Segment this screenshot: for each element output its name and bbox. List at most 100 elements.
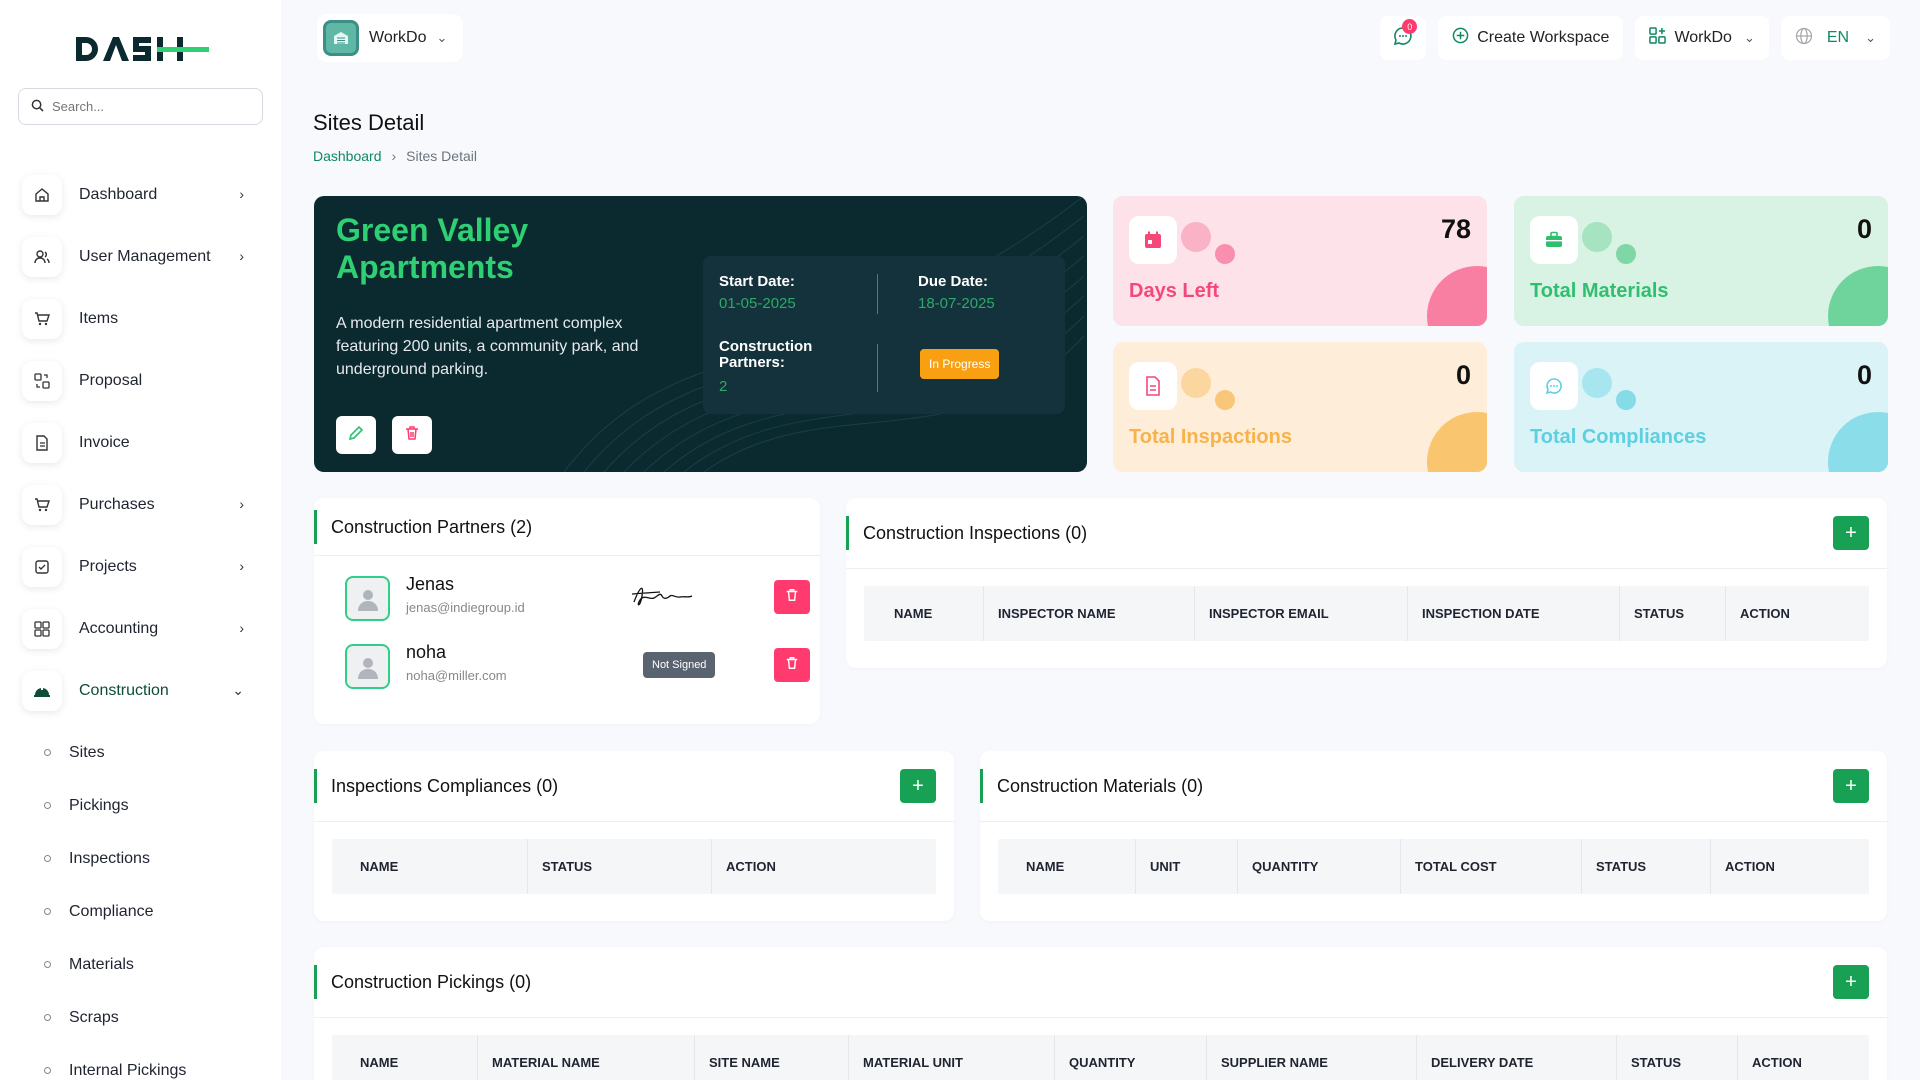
days-left-label: Days Left xyxy=(1129,280,1220,302)
submenu-item-internal-pickings[interactable]: Internal Pickings xyxy=(22,1044,266,1080)
sign-status-badge: Not Signed xyxy=(643,652,716,678)
column-header[interactable]: STATUS xyxy=(1617,1035,1738,1080)
column-header[interactable]: MATERIAL UNIT xyxy=(849,1035,1055,1080)
globe-icon xyxy=(1795,27,1813,50)
breadcrumb-separator-icon: › xyxy=(391,148,397,164)
delete-partner-button[interactable] xyxy=(774,580,810,614)
sidebar-item-accounting[interactable]: Accounting › xyxy=(22,598,266,660)
submenu-item-pickings[interactable]: Pickings xyxy=(22,779,266,832)
chevron-right-icon: › xyxy=(239,248,244,264)
add-material-button[interactable]: + xyxy=(1833,769,1869,803)
divider xyxy=(314,555,820,556)
column-header: ACTION xyxy=(1752,1055,1802,1070)
column-header[interactable]: INSPECTOR EMAIL xyxy=(1195,586,1408,641)
bullet-icon xyxy=(44,961,51,968)
sidebar-item-label: Invoice xyxy=(79,434,130,451)
total-materials-card: 0 Total Materials xyxy=(1514,196,1888,326)
column-header[interactable]: INSPECTION DATE xyxy=(1408,586,1620,641)
submenu-label: Pickings xyxy=(69,796,129,814)
column-header[interactable]: DELIVERY DATE xyxy=(1417,1035,1617,1080)
bullet-icon xyxy=(44,908,51,915)
total-materials-label: Total Materials xyxy=(1530,280,1669,302)
card-title: Construction Inspections (0) xyxy=(846,516,1087,550)
card-title: Construction Partners (2) xyxy=(314,510,532,544)
column-header[interactable]: NAME xyxy=(332,839,528,894)
notifications-button[interactable]: 0 xyxy=(1380,16,1427,60)
workspace-dropdown[interactable]: WorkDo ⌄ xyxy=(1635,16,1769,60)
total-inspections-value: 0 xyxy=(1455,360,1471,390)
sidebar-item-proposal[interactable]: Proposal xyxy=(22,350,266,412)
column-header: ACTION xyxy=(1740,606,1790,621)
sidebar-item-purchases[interactable]: Purchases › xyxy=(22,474,266,536)
column-header[interactable]: SUPPLIER NAME xyxy=(1207,1035,1417,1080)
decor-bubble xyxy=(1215,244,1235,264)
sidebar-item-items[interactable]: Items xyxy=(22,288,266,350)
add-inspection-button[interactable]: + xyxy=(1833,516,1869,550)
chevron-down-icon: ⌄ xyxy=(436,30,448,45)
sidebar-item-user-management[interactable]: User Management › xyxy=(22,226,266,288)
search-box[interactable] xyxy=(18,88,263,125)
calendar-icon xyxy=(1129,216,1177,264)
column-header[interactable]: TOTAL COST xyxy=(1401,839,1582,894)
bullet-icon xyxy=(44,802,51,809)
checklist-icon xyxy=(22,547,62,587)
users-icon xyxy=(22,237,62,277)
search-input[interactable] xyxy=(52,99,242,114)
decor-corner xyxy=(1828,266,1888,326)
site-name: Green Valley Apartments xyxy=(336,212,529,285)
submenu-item-inspections[interactable]: Inspections xyxy=(22,832,266,885)
table-header: NAME UNIT QUANTITY TOTAL COST STATUS ACT… xyxy=(998,839,1869,894)
sidebar-item-projects[interactable]: Projects › xyxy=(22,536,266,598)
submenu-item-scraps[interactable]: Scraps xyxy=(22,991,266,1044)
construction-icon xyxy=(22,671,62,711)
trash-icon xyxy=(404,425,420,446)
submenu-item-sites[interactable]: Sites xyxy=(22,726,266,779)
add-compliance-button[interactable]: + xyxy=(900,769,936,803)
bullet-icon xyxy=(44,855,51,862)
start-date-value: 01-05-2025 xyxy=(719,295,796,312)
delete-button[interactable] xyxy=(392,416,432,454)
start-date-label: Start Date: xyxy=(719,273,795,290)
sidebar-item-construction[interactable]: Construction ⌄ xyxy=(22,660,266,722)
days-left-value: 78 xyxy=(1440,214,1471,244)
column-header[interactable]: NAME xyxy=(998,839,1136,894)
divider xyxy=(877,344,878,392)
brand-logo[interactable] xyxy=(73,32,209,66)
total-inspections-label: Total Inspactions xyxy=(1129,426,1292,448)
column-header[interactable]: QUANTITY xyxy=(1055,1035,1207,1080)
file-icon xyxy=(22,423,62,463)
sidebar-item-invoice[interactable]: Invoice xyxy=(22,412,266,474)
column-header[interactable]: MATERIAL NAME xyxy=(478,1035,695,1080)
column-header[interactable]: NAME xyxy=(864,586,984,641)
column-header[interactable]: UNIT xyxy=(1136,839,1238,894)
column-header[interactable]: STATUS xyxy=(1620,586,1726,641)
edit-button[interactable] xyxy=(336,416,376,454)
workspace-dropdown-label: WorkDo xyxy=(1674,29,1732,46)
partner-row: Jenas jenas@indiegroup.id xyxy=(330,570,810,624)
workspace-switcher[interactable]: WorkDo ⌄ xyxy=(317,14,463,62)
add-picking-button[interactable]: + xyxy=(1833,965,1869,999)
bullet-icon xyxy=(44,1014,51,1021)
breadcrumb: Dashboard › Sites Detail xyxy=(313,148,477,164)
submenu-item-materials[interactable]: Materials xyxy=(22,938,266,991)
decor-bubble xyxy=(1181,222,1211,252)
column-header[interactable]: STATUS xyxy=(1582,839,1711,894)
column-header[interactable]: NAME xyxy=(332,1035,478,1080)
message-icon xyxy=(1530,362,1578,410)
delete-partner-button[interactable] xyxy=(774,648,810,682)
table-header: NAME STATUS ACTION xyxy=(332,839,936,894)
column-header[interactable]: STATUS xyxy=(528,839,712,894)
table-header: NAME MATERIAL NAME SITE NAME MATERIAL UN… xyxy=(332,1035,1869,1080)
column-header[interactable]: SITE NAME xyxy=(695,1035,849,1080)
total-compliances-value: 0 xyxy=(1856,360,1872,390)
create-workspace-button[interactable]: Create Workspace xyxy=(1438,16,1624,60)
column-header[interactable]: INSPECTOR NAME xyxy=(984,586,1195,641)
total-materials-value: 0 xyxy=(1856,214,1872,244)
language-selector[interactable]: EN ⌄ xyxy=(1780,16,1890,60)
breadcrumb-home-link[interactable]: Dashboard xyxy=(313,148,382,164)
submenu-label: Scraps xyxy=(69,1008,119,1026)
column-header[interactable]: QUANTITY xyxy=(1238,839,1401,894)
submenu-item-compliance[interactable]: Compliance xyxy=(22,885,266,938)
sidebar-item-dashboard[interactable]: Dashboard › xyxy=(22,164,266,226)
avatar xyxy=(345,644,390,689)
